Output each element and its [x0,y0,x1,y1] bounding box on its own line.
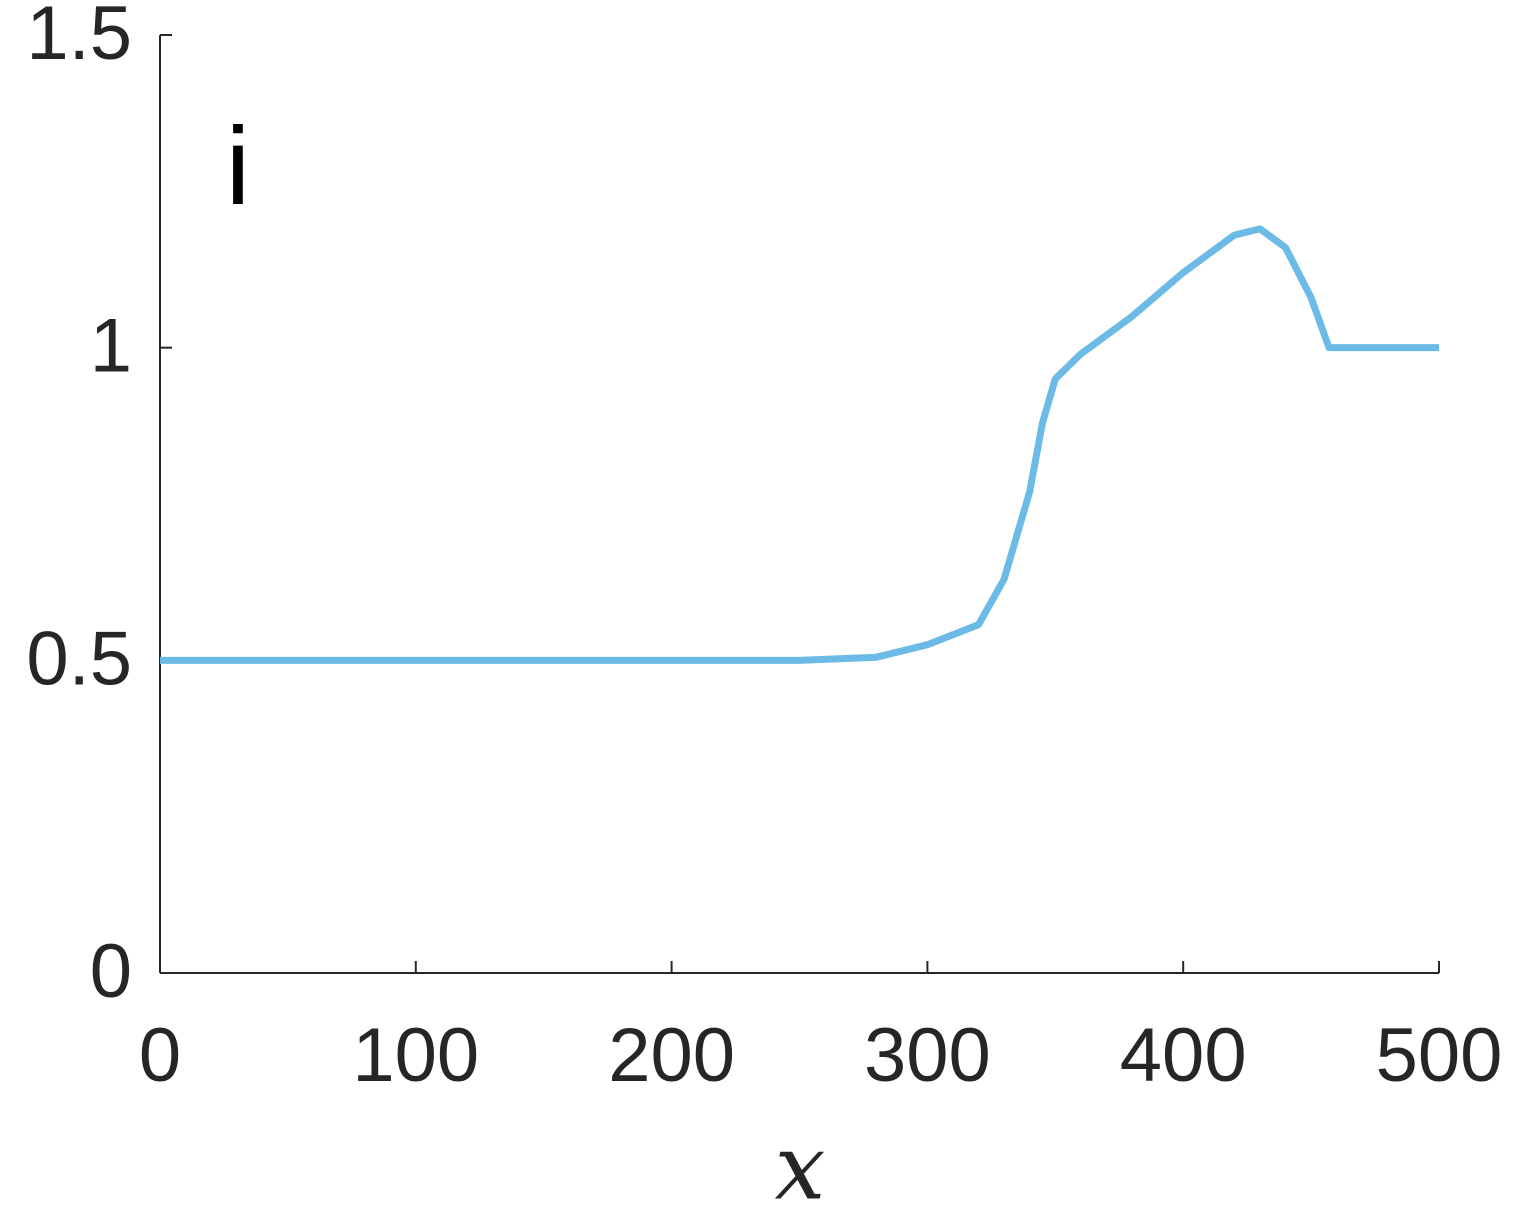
x-tick-label: 400 [1120,1013,1247,1098]
annotation: i [226,105,250,228]
y-tick-label: 0.5 [26,616,132,701]
x-tick-label: 0 [139,1013,181,1098]
y-tick-label: 1.5 [26,0,132,76]
y-tick-label: 1 [90,304,132,389]
x-tick-label: 100 [352,1013,479,1098]
x-tick-label: 500 [1376,1013,1503,1098]
x-axis-label: x [775,1115,826,1220]
y-tick-label: 0 [90,929,132,1014]
data-line [160,225,1439,664]
x-tick-label: 200 [608,1013,735,1098]
x-tick-label: 300 [864,1013,991,1098]
